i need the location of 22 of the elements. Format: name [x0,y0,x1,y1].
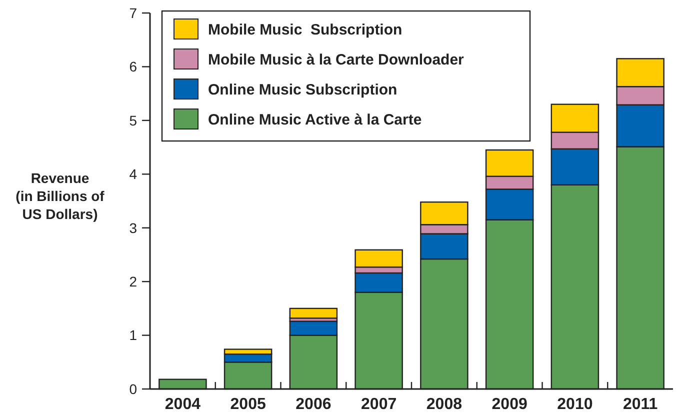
y-tick-label: 3 [129,220,138,236]
legend-label: Mobile Music à la Carte Downloader [208,51,464,68]
y-tick-label: 7 [129,4,138,21]
y-axis-title: Revenue (in Billions of US Dollars) [16,170,105,222]
y-tick-label: 2 [129,273,138,290]
x-tick-label: 2005 [230,396,266,413]
x-tick-label: 2006 [296,396,332,413]
x-tick-label: 2011 [622,396,658,413]
legend-label: Mobile Music Subscription [208,21,402,38]
y-tick-label: 6 [129,58,138,75]
x-tick-label: 2007 [361,396,397,413]
x-tick-label: 2010 [557,396,593,413]
y-tick-label: 5 [129,112,138,128]
legend-label: Online Music Subscription [208,81,398,98]
legend-label: Online Music Active à la Carte [208,111,422,128]
x-tick-label: 2004 [164,396,201,413]
y-tick-label: 0 [129,380,138,397]
bar [289,308,338,319]
x-tick-label: 2008 [426,396,462,413]
x-tick-label: 2009 [492,396,528,413]
y-tick-label: 4 [129,166,138,182]
y-tick-label: 1 [129,327,138,344]
